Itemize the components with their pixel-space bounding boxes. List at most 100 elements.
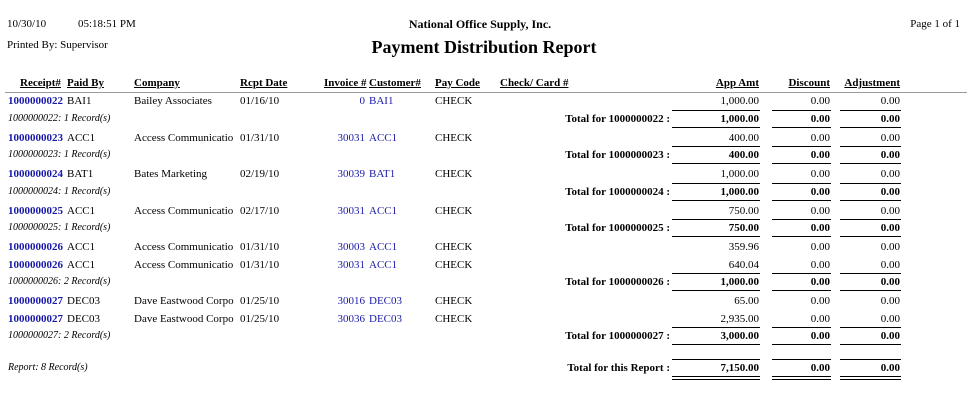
subtotal-rule: [772, 109, 831, 111]
report-total-discount: 0.00: [810, 362, 830, 374]
print-time: 05:18:51 PM: [78, 18, 136, 30]
customer-link[interactable]: DEC03: [369, 312, 402, 325]
subtotal-rule: [772, 182, 831, 184]
report-double-rule: [772, 376, 831, 377]
column-header: Check/ Card #: [500, 77, 569, 89]
total-adjustment: 0.00: [880, 185, 900, 198]
total-discount: 0.00: [810, 149, 830, 161]
report-rule: [672, 359, 760, 360]
receipt-link[interactable]: 1000000025: [8, 204, 63, 217]
receipt-link[interactable]: 1000000023: [8, 131, 63, 144]
adjustment: 0.00: [880, 204, 900, 217]
subtotal-rule: [672, 273, 760, 274]
total-rule: [672, 126, 760, 128]
printed-by: Printed By: Supervisor: [7, 39, 108, 51]
app-amt: 400.00: [728, 131, 759, 144]
app-amt: 1,000.00: [720, 95, 760, 107]
column-header: Company: [134, 77, 180, 89]
receipt-date: 01/31/10: [240, 258, 280, 271]
total-app-amt: 400.00: [728, 149, 759, 161]
report-total-app-amt: 7,150.00: [720, 362, 760, 374]
total-rule: [772, 290, 831, 291]
receipt-date: 01/25/10: [240, 295, 280, 307]
subtotal-rule: [840, 182, 901, 184]
paid-by: BAT1: [67, 168, 94, 180]
total-adjustment: 0.00: [880, 330, 900, 342]
adjustment: 0.00: [880, 241, 900, 253]
pay-code: CHECK: [435, 95, 473, 107]
report-double-rule: [772, 379, 831, 380]
subtotal-rule: [772, 327, 831, 328]
receipt-date: 02/19/10: [240, 168, 280, 180]
total-label: Total for 1000000022 :: [565, 112, 670, 125]
subtotal-rule: [772, 219, 831, 220]
invoice-link[interactable]: 30031: [337, 131, 366, 144]
invoice-link[interactable]: 30031: [337, 204, 366, 217]
invoice-link[interactable]: 30003: [337, 241, 366, 253]
receipt-link[interactable]: 1000000026: [8, 258, 63, 271]
company: Dave Eastwood Corpo: [134, 312, 234, 325]
subtotal-rule: [772, 273, 831, 274]
total-label: Total for 1000000024 :: [565, 185, 670, 198]
app-amt: 1,000.00: [720, 168, 760, 180]
column-header: Paid By: [67, 77, 104, 89]
receipt-link[interactable]: 1000000022: [8, 95, 63, 107]
total-rule: [840, 163, 901, 164]
total-discount: 0.00: [810, 276, 830, 288]
report-double-rule: [672, 379, 760, 380]
total-adjustment: 0.00: [880, 149, 900, 161]
pay-code: CHECK: [435, 131, 473, 144]
customer-link[interactable]: DEC03: [369, 295, 402, 307]
adjustment: 0.00: [880, 258, 900, 271]
report-rule: [772, 359, 831, 360]
customer-link[interactable]: ACC1: [369, 258, 398, 271]
customer-link[interactable]: ACC1: [369, 241, 398, 253]
subtotal-rule: [840, 327, 901, 328]
customer-link[interactable]: ACC1: [369, 204, 398, 217]
total-rule: [840, 199, 901, 201]
total-label: Total for 1000000025 :: [565, 222, 670, 234]
company: Access Communicatio: [134, 241, 234, 253]
record-count: 1000000026: 2 Record(s): [8, 276, 111, 287]
record-count: 1000000023: 1 Record(s): [8, 149, 111, 160]
customer-link[interactable]: BAT1: [369, 168, 396, 180]
subtotal-rule: [672, 109, 760, 111]
invoice-link[interactable]: 30016: [337, 295, 366, 307]
column-header: Pay Code: [435, 77, 480, 89]
customer-link[interactable]: ACC1: [369, 131, 398, 144]
receipt-date: 01/31/10: [240, 131, 280, 144]
report-total-label: Total for this Report :: [567, 362, 670, 374]
paid-by: ACC1: [67, 258, 96, 271]
invoice-link[interactable]: 0: [359, 95, 366, 107]
invoice-link[interactable]: 30039: [337, 168, 366, 180]
total-rule: [772, 163, 831, 164]
receipt-link[interactable]: 1000000027: [8, 295, 63, 307]
record-count: 1000000022: 1 Record(s): [8, 112, 111, 124]
subtotal-rule: [672, 146, 760, 147]
company-name: National Office Supply, Inc.: [408, 17, 552, 31]
invoice-link[interactable]: 30031: [337, 258, 366, 271]
subtotal-rule: [772, 146, 831, 147]
invoice-link[interactable]: 30036: [337, 312, 366, 325]
page-number: Page 1 of 1: [910, 18, 960, 30]
customer-link[interactable]: BAI1: [369, 95, 394, 107]
receipt-date: 01/25/10: [240, 312, 280, 325]
paid-by: ACC1: [67, 241, 96, 253]
total-app-amt: 1,000.00: [720, 112, 760, 125]
total-app-amt: 1,000.00: [720, 276, 760, 288]
column-header: App Amt: [715, 77, 759, 89]
total-rule: [840, 236, 901, 237]
column-header: Rcpt Date: [240, 77, 288, 89]
pay-code: CHECK: [435, 295, 473, 307]
discount: 0.00: [810, 312, 830, 325]
receipt-link[interactable]: 1000000024: [8, 168, 63, 180]
company: Bailey Associates: [134, 95, 212, 107]
company: Dave Eastwood Corpo: [134, 295, 234, 307]
receipt-link[interactable]: 1000000027: [8, 312, 63, 325]
paid-by: DEC03: [67, 295, 100, 307]
discount: 0.00: [810, 131, 830, 144]
receipt-link[interactable]: 1000000026: [8, 241, 63, 253]
total-app-amt: 750.00: [728, 222, 759, 234]
total-adjustment: 0.00: [880, 222, 900, 234]
